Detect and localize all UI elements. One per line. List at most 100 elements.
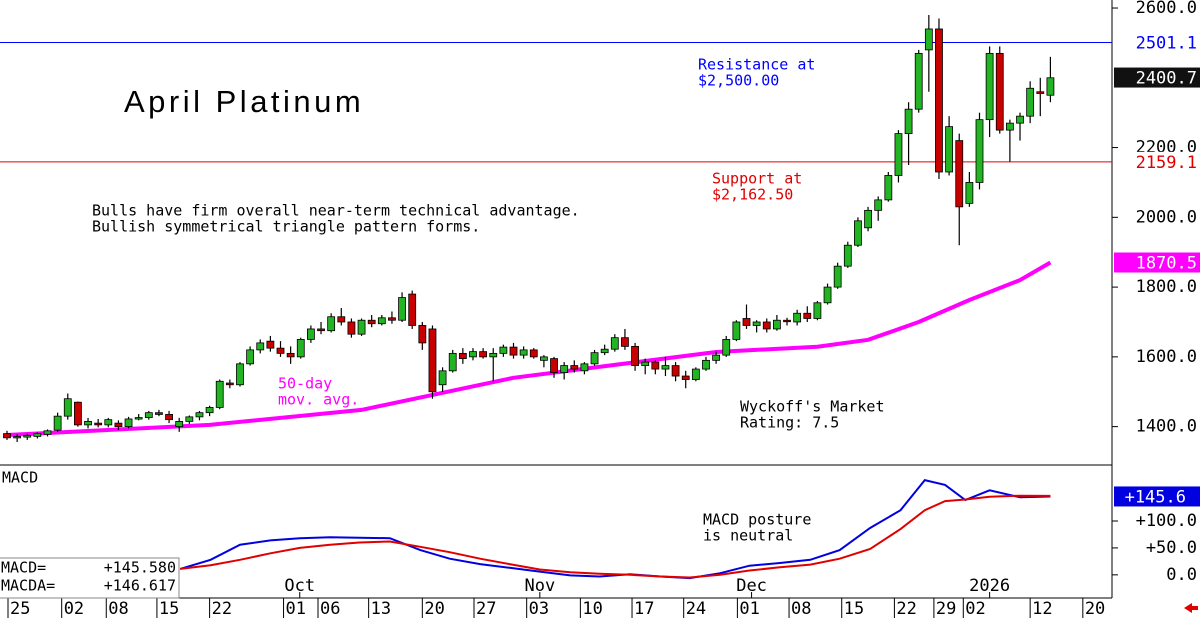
- candle-body: [489, 352, 498, 358]
- candle-body: [843, 244, 852, 267]
- x-tick-label: 15: [844, 599, 864, 618]
- macd-line: [180, 494, 1051, 579]
- candle-body: [560, 365, 569, 373]
- candle-body: [813, 302, 822, 319]
- x-tick-label: 13: [371, 599, 391, 618]
- x-tick-label: 12: [1032, 599, 1052, 618]
- candle-body: [418, 325, 427, 344]
- legend-label: MACDA=: [1, 577, 55, 595]
- x-tick-label: 15: [159, 599, 179, 618]
- ma-label-box: [1114, 252, 1200, 273]
- candle-body: [651, 361, 660, 370]
- last-price: 2400.7: [1136, 69, 1197, 89]
- candle-body: [681, 375, 690, 380]
- candle-body: [661, 365, 670, 370]
- candle-body: [13, 435, 22, 439]
- level-label: 2159.1: [1136, 153, 1197, 173]
- candle-body: [864, 209, 872, 229]
- annotation: MACD posture: [703, 511, 811, 529]
- candle-body: [215, 380, 224, 408]
- y-tick-label: +50.0: [1146, 538, 1197, 558]
- panel-title: MACD: [2, 469, 38, 487]
- candle-body: [965, 182, 974, 204]
- candle-body: [610, 337, 619, 350]
- candle-body: [357, 319, 366, 335]
- candle-body: [641, 361, 650, 366]
- candle-body: [225, 382, 234, 386]
- x-tick-label: 27: [476, 599, 496, 618]
- candle-body: [246, 349, 255, 365]
- candle-body: [236, 363, 244, 386]
- candle-body: [165, 414, 173, 421]
- candle-body: [306, 328, 315, 340]
- candle-body: [33, 433, 42, 437]
- candle-body: [458, 352, 467, 360]
- x-tick-label: 10: [582, 599, 602, 618]
- candle-body: [833, 265, 842, 288]
- candle-body: [499, 346, 508, 354]
- annotation: Support at: [712, 170, 802, 188]
- candle-body: [600, 348, 609, 354]
- x-tick-label: 2026: [969, 576, 1010, 596]
- candle-body: [469, 351, 477, 358]
- candle-body: [762, 321, 771, 330]
- x-tick-label: 29: [936, 599, 956, 618]
- candle-body: [23, 434, 32, 438]
- x-tick-label: 24: [686, 599, 706, 618]
- x-tick-label: 08: [108, 599, 128, 618]
- level-label: 2501.1: [1136, 34, 1197, 54]
- ma-label: 1870.5: [1136, 254, 1197, 274]
- candle-body: [3, 433, 11, 439]
- candle-body: [975, 119, 984, 183]
- x-tick-label: 22: [896, 599, 916, 618]
- annotation: Bulls have firm overall near-term techni…: [92, 202, 580, 220]
- candle-body: [286, 352, 295, 358]
- candle-body: [327, 316, 336, 332]
- candle-body: [1026, 87, 1035, 117]
- candle-body: [377, 317, 386, 325]
- x-tick-label: 20: [1085, 599, 1105, 618]
- annotation: is neutral: [703, 527, 793, 545]
- candle-body: [276, 347, 285, 354]
- candle-body: [296, 339, 305, 358]
- candle-body: [985, 52, 994, 121]
- scroll-arrow[interactable]: [1184, 603, 1198, 613]
- y-tick-label: 1400.0: [1136, 417, 1197, 437]
- candle-body: [935, 28, 943, 173]
- candle-body: [874, 199, 883, 211]
- candle-body: [945, 126, 954, 173]
- annotation: Bullish symmetrical triangle pattern for…: [92, 218, 480, 236]
- candle-body: [712, 354, 721, 361]
- candle-body: [590, 352, 599, 365]
- candle-body: [479, 351, 488, 358]
- legend-label: MACD=: [1, 559, 46, 577]
- candle-body: [398, 297, 406, 321]
- candle-body: [631, 345, 639, 366]
- candle-body: [671, 365, 680, 377]
- candle-body: [114, 422, 123, 428]
- y-tick-label: 2000.0: [1136, 207, 1197, 227]
- candle-body: [347, 321, 356, 335]
- candle-body: [995, 52, 1004, 131]
- candle-body: [94, 422, 103, 426]
- candle-body: [803, 312, 812, 319]
- candle-body: [266, 340, 275, 349]
- candle-body: [570, 365, 579, 370]
- candle-body: [914, 52, 923, 110]
- candle-body: [854, 220, 862, 246]
- candle-body: [783, 319, 791, 323]
- x-tick-label: Nov: [524, 576, 555, 596]
- last-price-box: [1114, 67, 1200, 88]
- level-label-box: [1114, 151, 1200, 172]
- candle-body: [793, 312, 802, 323]
- candle-body: [448, 352, 457, 372]
- candle-body: [742, 318, 751, 326]
- candle-body: [205, 407, 214, 414]
- x-tick-label: 02: [64, 599, 84, 618]
- candle-body: [621, 337, 629, 347]
- candle-body: [1005, 122, 1014, 131]
- candle-body: [772, 319, 781, 330]
- annotation: 50-day: [278, 375, 332, 393]
- candle-body: [519, 349, 528, 356]
